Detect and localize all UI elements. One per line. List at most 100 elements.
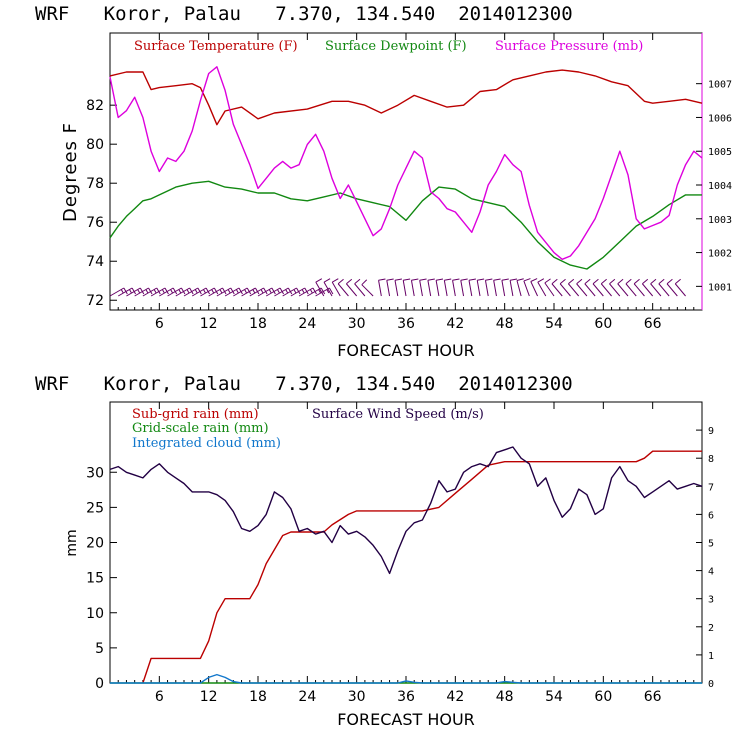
wind-barb: [674, 278, 686, 297]
wind-barb: [216, 287, 235, 297]
x-axis-label: FORECAST HOUR: [337, 341, 475, 360]
x-tick-label: 60: [594, 316, 612, 332]
wind-barb: [282, 287, 301, 297]
x-tick-label: 30: [348, 689, 366, 705]
x-tick-label: 18: [249, 689, 267, 705]
y-tick-label: 82: [86, 98, 104, 114]
x-tick-label: 66: [644, 316, 662, 332]
y-tick-label: 30: [86, 465, 104, 481]
x-tick-label: 36: [397, 689, 415, 705]
y-tick-label: 0: [95, 676, 104, 692]
wind-barb: [386, 278, 394, 297]
y-tick-label: 80: [86, 137, 104, 153]
x-tick-label: 24: [298, 689, 316, 705]
wind-barb: [493, 278, 501, 297]
series-lines: [109, 66, 703, 270]
wind-barb: [249, 287, 268, 297]
wind-barb: [658, 278, 670, 297]
y-tick-label: 78: [86, 176, 104, 192]
x-tick-label: 42: [446, 689, 464, 705]
wind-barb: [523, 278, 531, 297]
wind-barb: [394, 278, 402, 297]
wind-barb: [298, 287, 317, 297]
wind-barb: [625, 278, 637, 297]
series-surface-temperature-f: [109, 69, 703, 126]
wind-barb: [378, 278, 386, 297]
wind-barb: [315, 278, 325, 297]
wind-barb: [183, 287, 202, 297]
wind-barb: [567, 278, 580, 297]
x-tick-label: 18: [249, 316, 267, 332]
wind-barb: [584, 278, 596, 297]
x-tick-label: 60: [594, 689, 612, 705]
y2-tick-label: 5: [708, 539, 714, 550]
legend-gridscale-rain: Grid-scale rain (mm): [132, 421, 269, 436]
series-surface-pressure-mb: [109, 66, 703, 260]
y-ticks: 72 74 76 78 80 82: [86, 98, 117, 309]
legend-subgrid-rain: Sub-grid rain (mm): [132, 407, 259, 422]
y2-tick-label: 1004: [708, 181, 732, 192]
temperature-chart: WRF Koror, Palau 7.370, 134.540 20140123…: [35, 3, 732, 360]
y2-tick-label: 0: [708, 679, 714, 690]
wind-barb: [476, 278, 485, 297]
wind-barb: [484, 278, 493, 297]
chart-title: WRF Koror, Palau 7.370, 134.540 20140123…: [35, 3, 573, 25]
wind-barb: [150, 287, 169, 297]
wind-barb: [600, 278, 612, 297]
y2-tick-label: 3: [708, 595, 714, 606]
x-tick-label: 36: [397, 316, 415, 332]
y2-tick-label: 1001: [708, 282, 732, 293]
wind-barb: [443, 278, 452, 297]
y-axis-label-2: mm: [64, 529, 80, 556]
wind-barb: [265, 287, 285, 297]
wind-barb: [419, 278, 427, 297]
y-tick-label: 74: [86, 254, 104, 270]
wind-barb: [274, 287, 293, 297]
wind-barb: [323, 278, 333, 297]
wind-barb: [345, 278, 358, 297]
legend-wind-speed: Surface Wind Speed (m/s): [312, 407, 484, 422]
wind-barb: [666, 278, 678, 297]
series-sub-grid-rain-mm: [142, 450, 702, 684]
wind-barb: [460, 278, 468, 297]
wind-barb: [410, 278, 419, 297]
wind-barb: [331, 278, 341, 297]
wind-barb: [126, 287, 145, 297]
wind-barb: [516, 278, 524, 297]
legend-2: Sub-grid rain (mm) Surface Wind Speed (m…: [132, 407, 484, 451]
x-ticks: 6 12 18 24 30 36 42 48 54 60 66: [117, 33, 695, 332]
series-surface-wind-speed-m-s: [109, 446, 703, 575]
y2-tick-label: 1005: [708, 147, 732, 158]
wind-barb: [208, 287, 227, 297]
y2-tick-label: 6: [708, 510, 714, 521]
wind-barb: [290, 287, 309, 297]
y2-tick-label: 8: [708, 454, 714, 465]
precipitation-chart: WRF Koror, Palau 7.370, 134.540 20140123…: [35, 373, 714, 729]
wind-barb: [361, 279, 374, 297]
wind-barb: [633, 278, 645, 297]
wind-barb: [617, 278, 629, 297]
y2-ticks: 1001 1002 1003 1004 1005 1006 1007: [696, 80, 732, 293]
x-tick-label: 30: [348, 316, 366, 332]
y2-tick-label: 2: [708, 623, 714, 634]
wind-barb: [452, 278, 460, 297]
y-tick-label: 76: [86, 215, 104, 231]
x-tick-label: 6: [155, 689, 164, 705]
wind-barb: [537, 278, 547, 297]
y-tick-label: 15: [86, 571, 104, 587]
legend-temperature: Surface Temperature (F): [134, 39, 298, 54]
series-surface-dewpoint-f: [109, 180, 702, 270]
y2-tick-label: 1003: [708, 215, 732, 226]
legend-integrated-cloud: Integrated cloud (mm): [132, 436, 281, 451]
wind-barb: [592, 278, 604, 297]
chart-title-2: WRF Koror, Palau 7.370, 134.540 20140123…: [35, 373, 573, 395]
x-tick-label: 54: [545, 689, 563, 705]
y-tick-label: 5: [95, 641, 104, 657]
y-ticks-2: 0 5 10 15 20 25 30: [86, 465, 117, 692]
wind-barb: [509, 278, 518, 297]
wind-barb: [159, 287, 178, 297]
y-axis-label: Degrees F: [60, 122, 81, 222]
y2-tick-label: 7: [708, 482, 714, 493]
series-integrated-cloud-mm: [110, 673, 702, 684]
